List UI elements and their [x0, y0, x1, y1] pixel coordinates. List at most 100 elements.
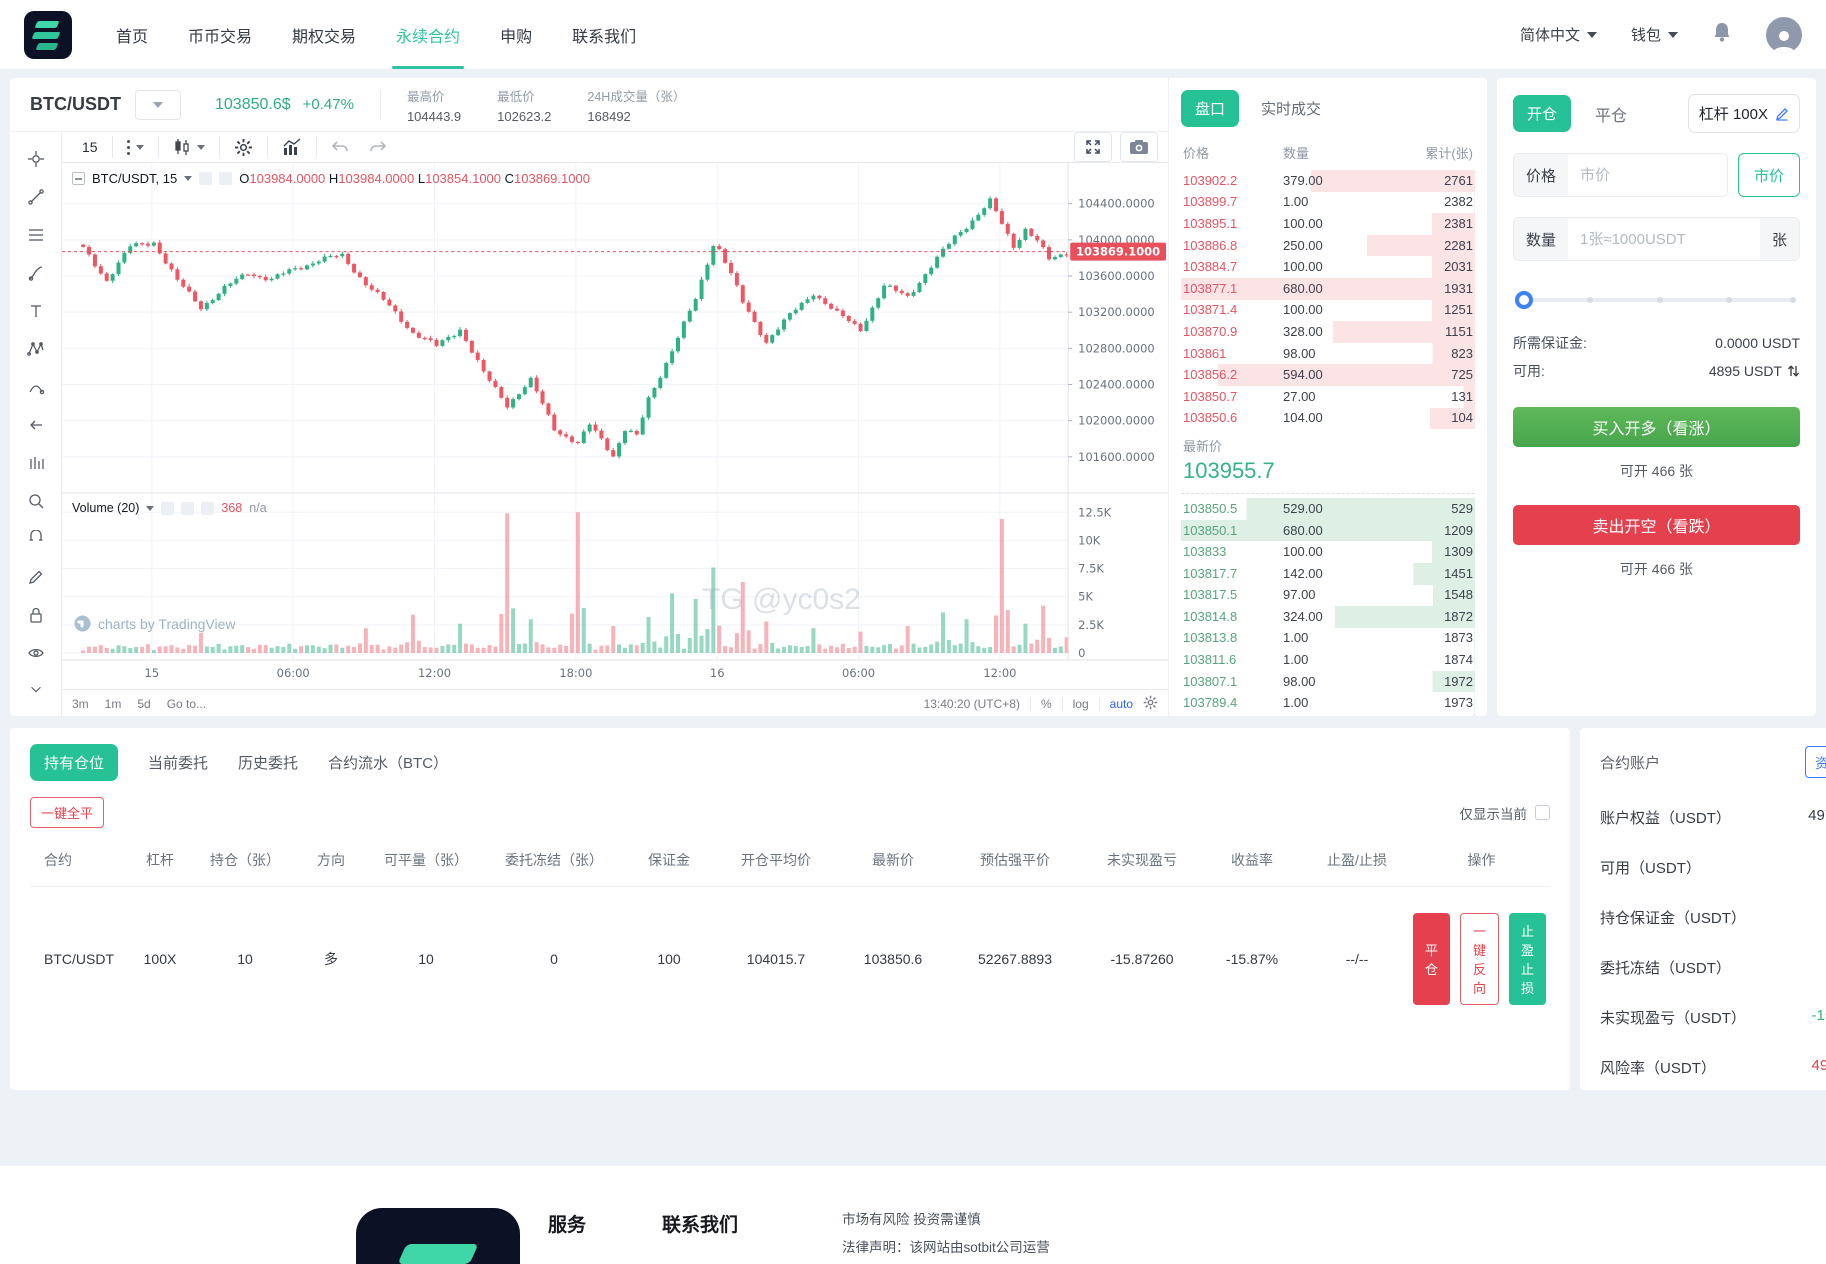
indicators-button[interactable]	[272, 133, 312, 161]
magnet-tool-icon[interactable]	[19, 522, 53, 556]
close-position-button[interactable]: 平仓	[1413, 913, 1451, 1005]
orderbook-bid-row[interactable]: 103817.5 97.00 1548	[1181, 584, 1475, 607]
positions-tab-1[interactable]: 持有仓位	[30, 744, 119, 781]
positions-tab-4[interactable]: 合约流水（BTC）	[328, 755, 449, 772]
transfer-icon[interactable]	[1787, 364, 1800, 378]
orderbook-ask-row[interactable]: 103871.4 100.00 1251	[1181, 299, 1475, 322]
brand-logo[interactable]	[24, 10, 72, 59]
sell-short-button[interactable]: 卖出开空（看跌）	[1513, 505, 1800, 545]
orderbook-ask-row[interactable]: 103861 98.00 823	[1181, 342, 1475, 365]
price-input[interactable]	[1568, 154, 1727, 196]
snapshot-button[interactable]	[1120, 132, 1158, 162]
buy-long-button[interactable]: 买入开多（看涨）	[1513, 407, 1800, 447]
slider-handle[interactable]	[1515, 291, 1533, 309]
orderbook-ask-row[interactable]: 103899.7 1.00 2382	[1181, 191, 1475, 214]
wallet-menu[interactable]: 钱包	[1631, 24, 1678, 45]
orderbook-bid-row[interactable]: 1037864.001977	[1181, 714, 1475, 716]
market-price-button[interactable]: 市价	[1738, 153, 1800, 197]
quantity-input[interactable]	[1568, 218, 1760, 260]
orderbook-ask-row[interactable]: 103884.7 100.00 2031	[1181, 256, 1475, 278]
nav-item-1[interactable]: 首页	[116, 28, 149, 46]
orderbook-bid-row[interactable]: 103850.1 680.00 1209	[1181, 519, 1475, 542]
orderbook-ask-row[interactable]: 103902.2 379.00 2761	[1181, 170, 1475, 192]
close-all-button[interactable]: 一键全平	[30, 797, 105, 828]
xabcd-tool-icon[interactable]	[19, 332, 53, 366]
orderbook-ask-row[interactable]: 103886.8 250.00 2281	[1181, 234, 1475, 257]
redo-button[interactable]	[359, 133, 397, 161]
orderbook-bid-row[interactable]: 103833 100.00 1309	[1181, 541, 1475, 563]
price-chart[interactable]: 104400.0000104000.0000103600.0000103200.…	[62, 163, 1168, 684]
close-icon[interactable]	[201, 501, 215, 515]
range-3m[interactable]: 3m	[72, 697, 89, 711]
chart-canvas[interactable]: BTC/USDT, 15 O103984.0000 H103984.0000 L…	[62, 163, 1168, 716]
orderbook-ask-row[interactable]: 103856.2 594.00 725	[1181, 364, 1475, 386]
orderbook-bid-row[interactable]: 103811.6 1.00 1874	[1181, 649, 1475, 671]
tradingview-attribution[interactable]: charts by TradingView	[74, 615, 235, 632]
orderbook-bid-row[interactable]: 103813.8 1.00 1873	[1181, 627, 1475, 650]
chart-settings-button[interactable]	[224, 133, 263, 161]
eye-tool-icon[interactable]	[19, 636, 53, 670]
pencil-tool-icon[interactable]	[19, 560, 53, 594]
orderbook-bid-row[interactable]: 103817.7 142.00 1451	[1181, 562, 1475, 585]
collapse-icon[interactable]	[72, 172, 85, 185]
auto-scale-button[interactable]: auto	[1109, 697, 1133, 711]
lock-tool-icon[interactable]	[19, 598, 53, 632]
tab-close-position[interactable]: 平仓	[1595, 107, 1628, 125]
goto-button[interactable]: Go to...	[166, 697, 207, 711]
settings-icon[interactable]	[181, 501, 195, 515]
tab-trades[interactable]: 实时成交	[1261, 101, 1322, 118]
percent-scale-button[interactable]: %	[1040, 697, 1052, 711]
chart-legend[interactable]: BTC/USDT, 15 O103984.0000 H103984.0000 L…	[72, 171, 590, 186]
tab-open-position[interactable]: 开仓	[1513, 95, 1572, 132]
notification-bell-icon[interactable]	[1712, 21, 1732, 48]
orderbook-bid-row[interactable]: 103789.4 1.00 1973	[1181, 692, 1475, 715]
user-avatar[interactable]	[1766, 16, 1802, 53]
axis-settings-button[interactable]	[1143, 695, 1158, 713]
orderbook-ask-row[interactable]: 103870.9 328.00 1151	[1181, 321, 1475, 343]
trendline-tool-icon[interactable]	[19, 180, 53, 214]
bars-pattern-tool-icon[interactable]	[19, 446, 53, 480]
orderbook-bid-row[interactable]: 103850.5 529.00 529	[1181, 498, 1475, 520]
nav-item-4[interactable]: 永续合约	[392, 0, 465, 69]
leverage-button[interactable]: 杠杆 100X	[1687, 94, 1800, 133]
forecast-tool-icon[interactable]	[19, 370, 53, 404]
undo-button[interactable]	[321, 133, 359, 161]
brush-tool-icon[interactable]	[19, 256, 53, 290]
range-5d[interactable]: 5d	[137, 697, 151, 711]
tab-orderbook[interactable]: 盘口	[1181, 90, 1240, 127]
nav-item-6[interactable]: 联系我们	[572, 28, 637, 46]
pair-selector-button[interactable]	[135, 89, 181, 120]
magnifier-tool-icon[interactable]	[19, 484, 53, 518]
orderbook-ask-row[interactable]: 103895.1 100.00 2381	[1181, 213, 1475, 235]
text-tool-icon[interactable]	[19, 294, 53, 328]
fib-tool-icon[interactable]	[19, 218, 53, 252]
chart-style-button[interactable]	[163, 133, 215, 161]
orderbook-ask-row[interactable]: 103850.7 27.00 131	[1181, 385, 1475, 408]
nav-item-2[interactable]: 币币交易	[188, 28, 253, 46]
interval-button[interactable]: 15	[82, 139, 98, 155]
language-selector[interactable]: 简体中文	[1520, 24, 1597, 45]
orderbook-bid-row[interactable]: 103814.8 324.00 1872	[1181, 606, 1475, 628]
toolbar-collapse-chevron-icon[interactable]	[19, 672, 53, 706]
positions-tab-2[interactable]: 当前委托	[148, 755, 209, 772]
range-1m[interactable]: 1m	[104, 697, 122, 711]
positions-tab-3[interactable]: 历史委托	[238, 755, 299, 772]
visibility-icon[interactable]	[199, 172, 213, 185]
tpsl-button[interactable]: 止盈止损	[1509, 913, 1547, 1005]
orderbook-ask-row[interactable]: 103877.1 680.00 1931	[1181, 277, 1475, 300]
volume-legend[interactable]: Volume (20) 368 n/a	[72, 501, 267, 515]
nav-item-5[interactable]: 申购	[500, 28, 533, 46]
fund-transfer-button[interactable]: 资金划转	[1805, 746, 1826, 778]
quantity-slider[interactable]	[1515, 291, 1796, 309]
log-scale-button[interactable]: log	[1072, 697, 1089, 711]
fullscreen-button[interactable]	[1074, 132, 1112, 162]
settings-icon[interactable]	[219, 172, 233, 185]
arrow-back-tool-icon[interactable]	[19, 408, 53, 442]
interval-menu-button[interactable]	[117, 133, 154, 161]
crosshair-tool-icon[interactable]	[19, 142, 53, 176]
visibility-icon[interactable]	[161, 501, 175, 515]
reverse-position-button[interactable]: 一键反向	[1460, 913, 1500, 1005]
only-current-checkbox[interactable]	[1535, 805, 1551, 820]
orderbook-bid-row[interactable]: 103807.1 98.00 1972	[1181, 670, 1475, 693]
orderbook-ask-row[interactable]: 103850.6 104.00 104	[1181, 407, 1475, 430]
